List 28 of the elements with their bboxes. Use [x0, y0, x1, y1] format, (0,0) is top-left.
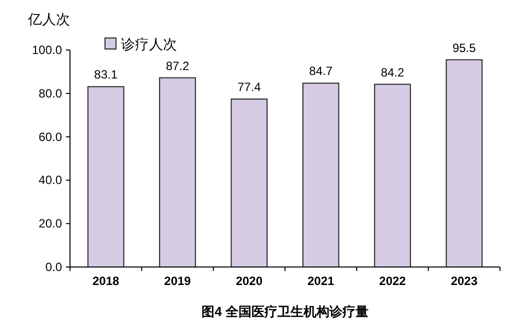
y-tick-label: 100.0	[32, 43, 62, 57]
y-tick-label: 20.0	[38, 216, 62, 231]
bar	[374, 84, 411, 268]
bar	[87, 86, 124, 268]
x-tick-label: 2022	[379, 274, 406, 288]
x-tick-label: 2019	[164, 274, 192, 288]
bar	[159, 77, 196, 268]
data-label: 83.1	[94, 68, 118, 82]
data-label: 84.2	[380, 65, 404, 80]
y-axis-title: 亿人次	[27, 11, 70, 27]
y-tick-label: 60.0	[38, 130, 62, 144]
x-tick-label: 2018	[92, 274, 120, 288]
x-tick-label: 2021	[307, 274, 335, 288]
data-label: 87.2	[166, 58, 190, 73]
legend-label: 诊疗人次	[121, 36, 177, 52]
data-label: 77.4	[237, 80, 262, 94]
legend: 诊疗人次	[104, 36, 177, 52]
data-label: 95.5	[452, 40, 476, 55]
y-tick-label: 0.0	[45, 260, 62, 274]
text: 图4 全国医疗卫生机构诊疗量	[202, 304, 368, 319]
data-label: 84.7	[309, 64, 333, 78]
x-tick-label: 2023	[450, 274, 478, 288]
x-tick-label: 2020	[236, 274, 263, 288]
bar	[446, 59, 483, 268]
bar	[230, 98, 268, 268]
y-tick-label: 40.0	[38, 173, 62, 188]
y-tick-label: 80.0	[38, 86, 62, 100]
bar	[302, 82, 340, 268]
